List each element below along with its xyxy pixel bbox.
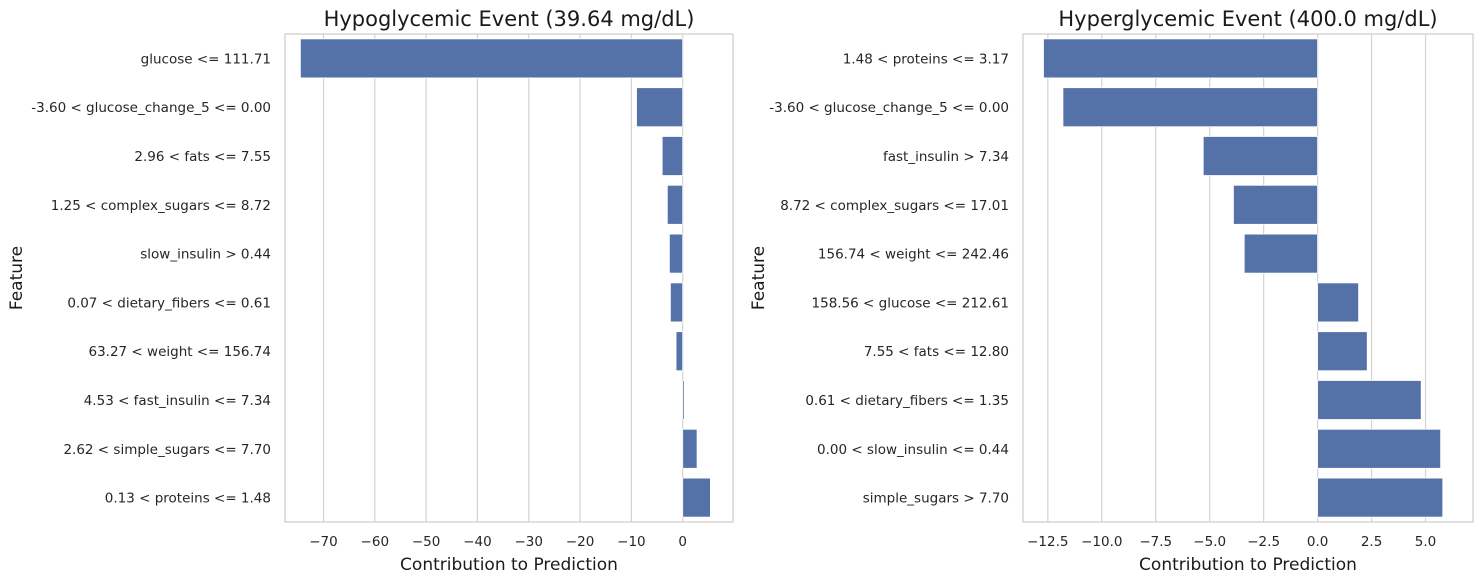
x-tick-label: −5.0 [1193,534,1226,550]
bar [299,38,684,79]
chart-title: Hyperglycemic Event (400.0 mg/dL) [1058,7,1437,31]
y-tick-label: 2.62 < simple_sugars <= 7.70 [63,442,271,458]
x-tick-label: −60 [361,534,390,550]
x-tick-label: −30 [515,534,544,550]
bar [636,87,684,128]
x-tick-label: −2.5 [1247,534,1280,550]
y-tick-label: 0.13 < proteins <= 1.48 [105,491,271,507]
y-tick-label: slow_insulin > 0.44 [140,247,271,263]
y-tick-label: 4.53 < fast_insulin <= 7.34 [84,393,271,409]
x-tick-label: −70 [309,534,338,550]
x-tick-label: 0 [678,534,687,550]
x-axis-label: Contribution to Prediction [400,555,618,575]
bar [682,477,711,518]
bar [1062,87,1319,128]
bar [1243,233,1319,274]
y-tick-label: 8.72 < complex_sugars <= 17.01 [780,198,1009,214]
y-axis-label: Feature [7,246,27,310]
plot-frame [1022,33,1474,523]
y-tick-label: -3.60 < glucose_change_5 <= 0.00 [769,100,1009,116]
x-tick-label: −7.5 [1139,534,1172,550]
x-tick-label: −12.5 [1027,534,1068,550]
x-tick-label: −10 [617,534,646,550]
chart-title: Hypoglycemic Event (39.64 mg/dL) [324,7,695,31]
x-tick-label: −20 [566,534,595,550]
bar [1202,136,1319,176]
x-tick-label: −10.0 [1081,534,1122,550]
x-tick-label: 2.5 [1361,534,1382,550]
y-tick-label: 158.56 < glucose <= 212.61 [812,295,1009,311]
y-tick-label: 1.48 < proteins <= 3.17 [843,51,1009,67]
y-tick-label: 0.00 < slow_insulin <= 0.44 [817,442,1009,458]
bar [1317,331,1368,372]
y-tick-label: 0.07 < dietary_fibers <= 0.61 [67,295,271,311]
plot-frame [284,33,734,523]
x-tick-label: −40 [463,534,492,550]
bar [1317,428,1442,469]
y-tick-label: 156.74 < weight <= 242.46 [818,247,1009,263]
bar [666,184,684,225]
y-tick-label: 0.61 < dietary_fibers <= 1.35 [805,393,1009,409]
bar [661,136,684,176]
y-tick-label: glucose <= 111.71 [141,51,271,67]
hyperglycemic-panel: −12.5 −10.0 −7.5 −5.0 −2.5 0.0 2.5 5.0 1.48 < p… [749,7,1474,575]
x-tick-label: −50 [412,534,441,550]
hypoglycemic-panel: −70 −60 −50 −40 −30 −20 −10 0 glucose <= 111.71… [7,7,734,575]
x-tick-label: 5.0 [1415,534,1436,550]
x-axis-label: Contribution to Prediction [1139,555,1357,575]
x-tick-label: 0.0 [1307,534,1328,550]
bar [682,380,685,420]
bar [675,331,684,372]
y-axis-label: Feature [749,246,769,310]
y-tick-label: fast_insulin > 7.34 [883,149,1009,165]
y-tick-label: 7.55 < fats <= 12.80 [864,344,1009,360]
bar [1043,38,1319,79]
y-tick-label: 63.27 < weight <= 156.74 [88,344,271,360]
y-tick-label: 2.96 < fats <= 7.55 [134,149,271,165]
bar [1317,477,1444,518]
bar [669,282,684,323]
y-tick-label: -3.60 < glucose_change_5 <= 0.00 [31,100,271,116]
y-tick-label: simple_sugars > 7.70 [863,491,1009,507]
bar [668,233,684,274]
bar [1317,282,1360,323]
bar [1317,380,1422,420]
bar [1233,184,1319,225]
y-tick-label: 1.25 < complex_sugars <= 8.72 [51,198,271,214]
bar [682,428,698,469]
